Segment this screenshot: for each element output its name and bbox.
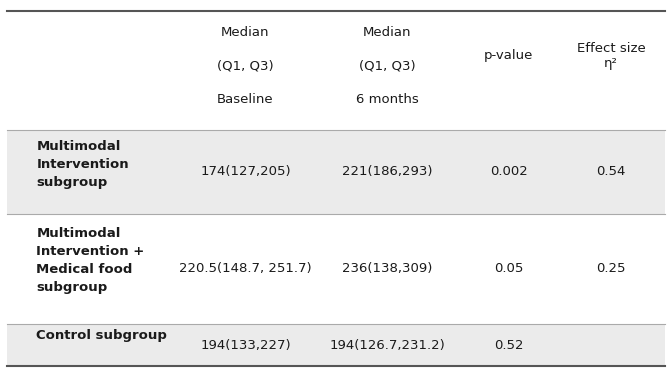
Bar [7,214,665,324]
Text: 174(127,205): 174(127,205) [200,166,291,179]
Text: (Q1, Q3): (Q1, Q3) [359,60,415,73]
Text: Multimodal
Intervention
subgroup: Multimodal Intervention subgroup [36,140,129,189]
Bar [7,11,665,130]
Text: 220.5(148.7, 251.7): 220.5(148.7, 251.7) [179,262,312,275]
Text: Median: Median [221,26,269,39]
Text: Effect size: Effect size [577,42,645,55]
Bar [7,130,665,214]
Text: Median: Median [363,26,411,39]
Text: 236(138,309): 236(138,309) [342,262,432,275]
Text: Multimodal
Intervention +
Medical food
subgroup: Multimodal Intervention + Medical food s… [36,227,144,294]
Text: Control subgroup: Control subgroup [36,329,167,342]
Text: 6 months: 6 months [355,93,419,106]
Text: 0.002: 0.002 [490,166,528,179]
Text: 0.52: 0.52 [494,339,523,352]
Bar [7,324,665,366]
Text: 194(133,227): 194(133,227) [200,339,291,352]
Text: η²: η² [604,57,618,70]
Text: 194(126.7,231.2): 194(126.7,231.2) [329,339,445,352]
Text: 0.25: 0.25 [596,262,626,275]
Text: 0.54: 0.54 [596,166,626,179]
Text: 0.05: 0.05 [494,262,523,275]
Text: 221(186,293): 221(186,293) [342,166,432,179]
Text: p-value: p-value [485,49,534,62]
Text: Baseline: Baseline [217,93,274,106]
Text: (Q1, Q3): (Q1, Q3) [217,60,274,73]
